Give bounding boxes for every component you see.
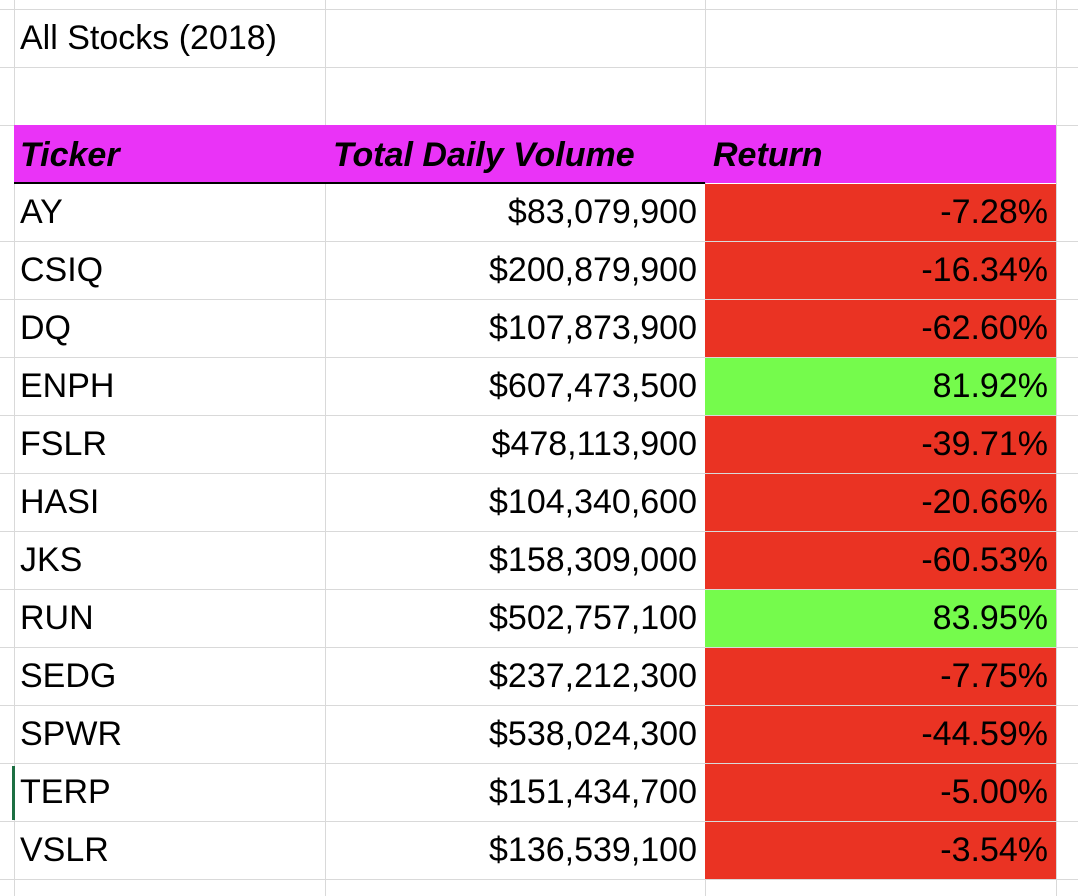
ticker-cell[interactable]: JKS xyxy=(20,541,83,579)
return-cell[interactable]: 83.95% xyxy=(932,599,1048,637)
volume-cell[interactable]: $538,024,300 xyxy=(489,715,697,753)
volume-cell[interactable]: $104,340,600 xyxy=(489,483,697,521)
return-cell[interactable]: -16.34% xyxy=(921,251,1048,289)
return-cell[interactable]: -60.53% xyxy=(921,541,1048,579)
header-border xyxy=(14,182,705,184)
return-fill xyxy=(705,532,1056,589)
return-cell[interactable]: -62.60% xyxy=(921,309,1048,347)
volume-cell[interactable]: $107,873,900 xyxy=(489,309,697,347)
return-cell[interactable]: -39.71% xyxy=(921,425,1048,463)
return-fill xyxy=(705,184,1056,241)
return-cell[interactable]: -44.59% xyxy=(921,715,1048,753)
return-cell[interactable]: -7.75% xyxy=(940,657,1048,695)
ticker-cell[interactable]: FSLR xyxy=(20,425,107,463)
volume-cell[interactable]: $158,309,000 xyxy=(489,541,697,579)
volume-cell[interactable]: $607,473,500 xyxy=(489,367,697,405)
grid-line xyxy=(0,705,1078,706)
grid-line xyxy=(0,879,1078,880)
volume-cell[interactable]: $502,757,100 xyxy=(489,599,697,637)
ticker-cell[interactable]: SPWR xyxy=(20,715,122,753)
grid-line xyxy=(0,299,1078,300)
ticker-cell[interactable]: ENPH xyxy=(20,367,115,405)
header-row-fill xyxy=(14,125,1056,183)
grid-line xyxy=(14,0,15,896)
ticker-cell[interactable]: HASI xyxy=(20,483,100,521)
header-ticker[interactable]: Ticker xyxy=(20,136,120,174)
return-cell[interactable]: -3.54% xyxy=(940,831,1048,869)
volume-cell[interactable]: $200,879,900 xyxy=(489,251,697,289)
return-fill xyxy=(705,300,1056,357)
grid-line xyxy=(0,763,1078,764)
grid-line xyxy=(0,357,1078,358)
grid-line xyxy=(0,415,1078,416)
ticker-cell[interactable]: DQ xyxy=(20,309,71,347)
ticker-cell[interactable]: RUN xyxy=(20,599,94,637)
volume-cell[interactable]: $83,079,900 xyxy=(507,193,697,231)
return-cell[interactable]: -20.66% xyxy=(921,483,1048,521)
ticker-cell[interactable]: TERP xyxy=(20,773,111,811)
return-fill xyxy=(705,416,1056,473)
return-fill xyxy=(705,764,1056,821)
return-fill xyxy=(705,822,1056,879)
grid-line xyxy=(0,9,1078,10)
active-cell-indicator xyxy=(12,766,15,820)
sheet-title[interactable]: All Stocks (2018) xyxy=(20,19,277,57)
grid-line xyxy=(0,821,1078,822)
grid-line xyxy=(0,67,1078,68)
grid-line xyxy=(325,0,326,896)
volume-cell[interactable]: $151,434,700 xyxy=(489,773,697,811)
return-fill xyxy=(705,358,1056,415)
return-fill xyxy=(705,474,1056,531)
volume-cell[interactable]: $478,113,900 xyxy=(491,425,697,463)
return-cell[interactable]: -5.00% xyxy=(940,773,1048,811)
grid-line xyxy=(0,647,1078,648)
volume-cell[interactable]: $237,212,300 xyxy=(489,657,697,695)
return-cell[interactable]: -7.28% xyxy=(940,193,1048,231)
grid-line xyxy=(0,531,1078,532)
ticker-cell[interactable]: VSLR xyxy=(20,831,109,869)
grid-line xyxy=(0,473,1078,474)
volume-cell[interactable]: $136,539,100 xyxy=(489,831,697,869)
return-fill xyxy=(705,590,1056,647)
return-cell[interactable]: 81.92% xyxy=(932,367,1048,405)
return-fill xyxy=(705,242,1056,299)
header-volume[interactable]: Total Daily Volume xyxy=(333,136,635,174)
ticker-cell[interactable]: AY xyxy=(20,193,63,231)
ticker-cell[interactable]: SEDG xyxy=(20,657,117,695)
ticker-cell[interactable]: CSIQ xyxy=(20,251,104,289)
grid-line xyxy=(0,241,1078,242)
return-fill xyxy=(705,706,1056,763)
header-return[interactable]: Return xyxy=(713,136,823,174)
return-fill xyxy=(705,648,1056,705)
grid-line xyxy=(1056,0,1057,896)
grid-line xyxy=(0,589,1078,590)
